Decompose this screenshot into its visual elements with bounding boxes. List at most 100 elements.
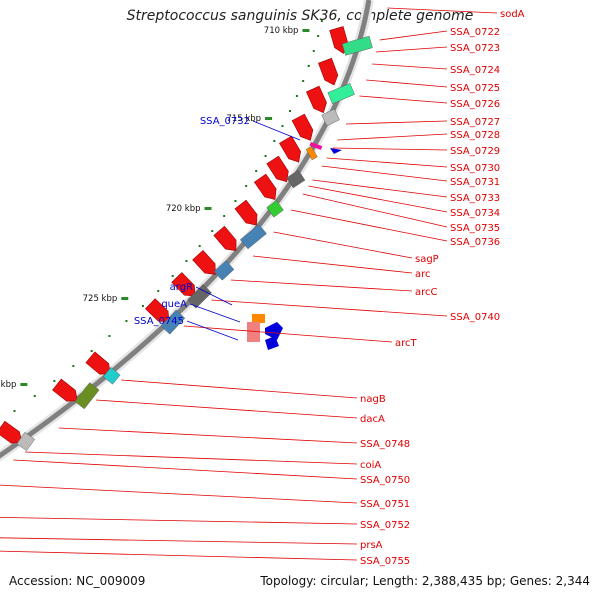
gene-arrow xyxy=(291,113,314,141)
gene-arrow-body xyxy=(318,57,339,86)
label-leader xyxy=(0,484,358,504)
label-leader xyxy=(302,193,448,228)
label-leader xyxy=(58,427,358,444)
gene-arrow xyxy=(144,298,170,322)
gene-label-right: SSA_0726 xyxy=(450,99,500,110)
label-leader xyxy=(326,157,448,168)
track-dot xyxy=(223,215,226,217)
kbp-tick-mark xyxy=(204,207,212,210)
gene-arrow-body xyxy=(234,199,258,226)
label-leader xyxy=(230,279,413,292)
label-leader xyxy=(308,185,448,213)
gene-label-right: coiA xyxy=(360,460,381,471)
track-dot xyxy=(53,380,56,382)
feature-block xyxy=(305,146,318,161)
label-leader-left xyxy=(252,120,301,141)
label-leader xyxy=(359,95,448,104)
label-leader xyxy=(290,209,448,242)
gene-label-right: SSA_0730 xyxy=(450,163,500,174)
label-leader xyxy=(0,550,358,561)
gene-label-right: SSA_0736 xyxy=(450,237,500,248)
label-leader xyxy=(332,147,448,151)
label-leader xyxy=(366,79,448,88)
gene-label-right: SSA_0724 xyxy=(450,65,500,76)
gene-arrow-body xyxy=(213,225,237,252)
track-dot xyxy=(141,305,144,307)
gene-label-right: arcT xyxy=(395,338,418,349)
gene-arrow xyxy=(234,199,258,226)
label-leader xyxy=(387,7,498,14)
track-dot xyxy=(33,395,36,397)
feature-block xyxy=(341,35,373,56)
gene-label-right: nagB xyxy=(360,394,386,405)
gene-arrow-body xyxy=(291,113,314,141)
gene-arrow-body xyxy=(171,272,196,297)
gene-label-right: SSA_0722 xyxy=(450,27,500,38)
kbp-tick-label: 725 kbp xyxy=(83,294,118,304)
gene-label-right: sagP xyxy=(415,254,439,265)
track-dot xyxy=(320,20,323,22)
label-leader-left xyxy=(189,303,241,323)
gene-label-left: argR xyxy=(170,282,193,293)
gene-arrow xyxy=(305,85,327,114)
track-dot xyxy=(312,50,315,52)
topology-label: Topology: circular; Length: 2,388,435 bp… xyxy=(260,574,590,588)
feature-block xyxy=(321,108,340,127)
label-leader xyxy=(121,379,358,399)
gene-arrow-body xyxy=(192,249,216,275)
feature-block xyxy=(103,367,121,385)
feature-block-left xyxy=(247,322,260,342)
kbp-tick-label: 720 kbp xyxy=(166,204,201,214)
track-dot xyxy=(289,110,291,112)
gene-arrow-body xyxy=(52,378,78,402)
track-dot xyxy=(125,320,128,322)
kbp-tick-mark xyxy=(121,297,129,300)
gene-arrow-left xyxy=(265,322,283,340)
track-dot xyxy=(90,350,93,352)
track-dot xyxy=(245,185,248,187)
gene-label-right: SSA_0734 xyxy=(450,208,500,219)
gene-arrow xyxy=(318,57,339,86)
accession-label: Accession: NC_009009 xyxy=(9,574,146,588)
gene-arrow-body xyxy=(85,351,111,375)
gene-label-right: SSA_0735 xyxy=(450,223,500,234)
gene-label-right: SSA_0751 xyxy=(360,499,410,510)
gene-label-right: SSA_0752 xyxy=(360,520,410,531)
label-leader xyxy=(321,165,448,182)
gene-arrow-body xyxy=(279,135,301,163)
track-dot xyxy=(108,335,111,337)
gene-label-left: SSA_0732 xyxy=(200,116,250,127)
gene-label-right: SSA_0725 xyxy=(450,83,500,94)
label-leader xyxy=(337,133,448,141)
track-dot xyxy=(295,95,298,97)
kbp-tick-mark xyxy=(302,29,310,32)
feature-block-left xyxy=(252,314,265,323)
feature-block xyxy=(286,169,306,189)
gene-arrow-body xyxy=(305,85,327,114)
track-dot xyxy=(157,290,160,292)
label-leader xyxy=(0,537,358,545)
label-leader xyxy=(312,179,448,198)
gene-label-right: SSA_0750 xyxy=(360,475,410,486)
label-leader xyxy=(273,231,413,259)
gene-label-right: SSA_0733 xyxy=(450,193,500,204)
track-dot xyxy=(13,410,16,412)
gene-arrow xyxy=(0,420,23,444)
gene-label-right: sodA xyxy=(500,9,525,20)
feature-block-left xyxy=(309,141,323,150)
label-leader xyxy=(345,120,448,125)
label-leader-left xyxy=(195,286,233,306)
feature-block xyxy=(213,260,235,281)
gene-arrow-body xyxy=(266,155,289,183)
feature-block xyxy=(160,309,186,335)
gene-label-right: SSA_0731 xyxy=(450,177,500,188)
label-leader xyxy=(183,325,393,343)
gene-arrow xyxy=(52,378,78,402)
gene-label-right: SSA_0748 xyxy=(360,439,410,450)
track-dot xyxy=(72,365,75,367)
feature-block xyxy=(16,432,36,451)
gene-label-right: SSA_0740 xyxy=(450,312,500,323)
track-dot xyxy=(307,65,310,67)
label-leader-left xyxy=(186,320,239,341)
label-leader xyxy=(25,451,358,465)
